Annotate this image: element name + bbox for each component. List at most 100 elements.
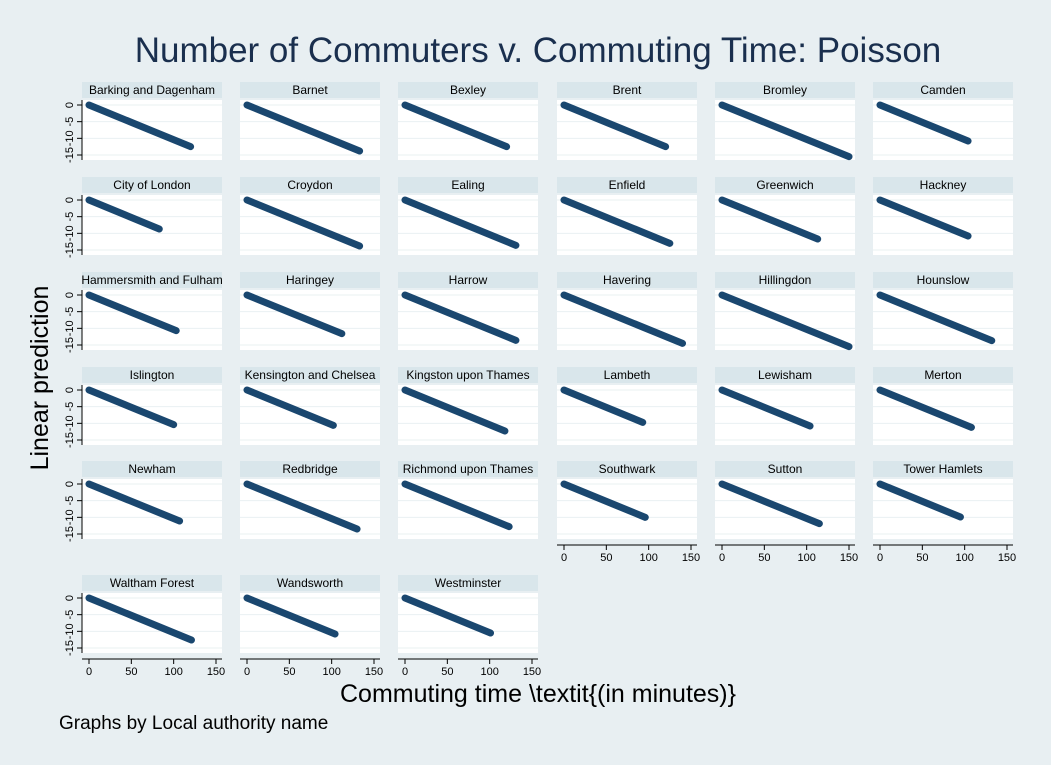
prediction-line	[876, 101, 972, 145]
panel-wandsworth: Wandsworth 0 50 100 150	[240, 575, 383, 678]
panel-lewisham: Lewisham	[715, 367, 855, 445]
chart-title: Number of Commuters v. Commuting Time: P…	[135, 31, 942, 70]
panel-header-bg	[557, 177, 697, 193]
panel-camden: Camden	[873, 82, 1013, 160]
panel-header-bg	[240, 461, 380, 477]
panel-hillingdon: Hillingdon	[715, 272, 855, 351]
panel-header-label: Camden	[920, 83, 965, 97]
panel-header-bg	[873, 461, 1013, 477]
panel-southwark: Southwark 0 50 100 150	[557, 461, 700, 564]
y-tick-label: 0	[64, 387, 76, 393]
y-tick-label: 0	[64, 197, 76, 203]
y-tick-label: -15	[64, 337, 76, 353]
panel-header-bg	[557, 272, 697, 288]
panel-header-label: Waltham Forest	[110, 576, 195, 590]
panel-header-label: Richmond upon Thames	[403, 462, 534, 476]
x-tick-label: 150	[998, 552, 1016, 564]
y-tick-label: -10	[64, 509, 76, 525]
panel-merton: Merton	[873, 367, 1013, 445]
prediction-line	[718, 480, 823, 528]
panel-lambeth: Lambeth	[557, 367, 697, 445]
panel-header-bg	[82, 461, 222, 477]
panel-barking-and-dagenham: Barking and Dagenham 0 -5 -10-15	[64, 82, 222, 163]
y-tick-label: 0	[64, 595, 76, 601]
prediction-line	[401, 594, 495, 637]
panel-header-bg	[557, 82, 697, 98]
panel-header-bg	[82, 82, 222, 98]
panel-header-label: Barnet	[292, 83, 328, 97]
panel-header-label: Brent	[613, 83, 642, 97]
x-tick-label: 50	[600, 552, 612, 564]
panel-header-label: Westminster	[435, 576, 501, 590]
prediction-line	[243, 101, 364, 155]
prediction-line	[243, 594, 339, 638]
panel-harrow: Harrow	[398, 272, 538, 350]
panel-header-bg	[82, 367, 222, 383]
x-tick-label: 50	[916, 552, 928, 564]
x-tick-label: 50	[125, 666, 137, 678]
graphs-by-note: Graphs by Local authority name	[59, 713, 328, 734]
x-tick-label: 100	[797, 552, 815, 564]
y-tick-label: -10	[64, 415, 76, 431]
prediction-line	[243, 291, 346, 338]
panel-redbridge: Redbridge	[240, 461, 380, 539]
panel-header-bg	[82, 272, 222, 288]
y-tick-label: 0	[64, 292, 76, 298]
panel-bexley: Bexley	[398, 82, 538, 160]
panel-header-bg	[82, 575, 222, 591]
x-tick-label: 150	[365, 666, 383, 678]
x-tick-label: 150	[840, 552, 858, 564]
prediction-line	[243, 480, 361, 533]
panel-enfield: Enfield	[557, 177, 697, 255]
panel-header-bg	[557, 461, 697, 477]
panel-city-of-london: City of London 0 -5 -10-15	[64, 177, 222, 258]
panel-header-bg	[398, 367, 538, 383]
panel-header-label: Bexley	[450, 83, 486, 97]
prediction-line	[243, 386, 337, 429]
x-tick-label: 150	[207, 666, 225, 678]
panel-header-bg	[715, 177, 855, 193]
panel-brent: Brent	[557, 82, 697, 160]
panel-header-label: Islington	[130, 368, 175, 382]
panel-header-label: Croydon	[287, 178, 332, 192]
x-tick-label: 50	[758, 552, 770, 564]
x-tick-label: 150	[523, 666, 541, 678]
panel-header-bg	[715, 272, 855, 288]
panel-header-label: City of London	[113, 178, 190, 192]
panel-greenwich: Greenwich	[715, 177, 855, 255]
prediction-line	[85, 480, 184, 525]
y-tick-label: -10	[64, 130, 76, 146]
panel-hackney: Hackney	[873, 177, 1013, 255]
prediction-line	[401, 291, 520, 344]
prediction-line	[718, 196, 822, 243]
prediction-line	[560, 101, 670, 151]
panel-hammersmith-and-fulham: Hammersmith and Fulham 0 -5 -10-15	[64, 272, 223, 353]
x-tick-label: 100	[955, 552, 973, 564]
x-tick-label: 100	[164, 666, 182, 678]
prediction-line	[876, 386, 975, 431]
panel-header-label: Greenwich	[756, 178, 813, 192]
y-tick-label: -15	[64, 432, 76, 448]
panel-header-label: Hackney	[920, 178, 967, 192]
x-tick-label: 50	[283, 666, 295, 678]
y-axis-title: Linear prediction	[26, 286, 54, 471]
y-tick-label: -10	[64, 225, 76, 241]
prediction-line	[718, 386, 814, 430]
x-tick-label: 100	[480, 666, 498, 678]
panel-waltham-forest: Waltham Forest 0 -5 -10-15 0 50 100 150	[64, 575, 225, 678]
x-tick-label: 0	[86, 666, 92, 678]
prediction-line	[560, 386, 647, 426]
x-tick-label: 0	[244, 666, 250, 678]
panel-header-bg	[240, 367, 380, 383]
y-tick-label: -15	[64, 242, 76, 258]
prediction-line	[876, 196, 972, 240]
panel-sutton: Sutton 0 50 100 150	[715, 461, 858, 564]
panel-header-label: Bromley	[763, 83, 807, 97]
panel-header-bg	[715, 367, 855, 383]
panel-header-bg	[398, 177, 538, 193]
panel-kensington-and-chelsea: Kensington and Chelsea	[240, 367, 380, 445]
panel-header-label: Newham	[128, 462, 175, 476]
y-tick-label: -15	[64, 147, 76, 163]
x-axis-title: Commuting time \textit{(in minutes)}	[340, 680, 736, 708]
